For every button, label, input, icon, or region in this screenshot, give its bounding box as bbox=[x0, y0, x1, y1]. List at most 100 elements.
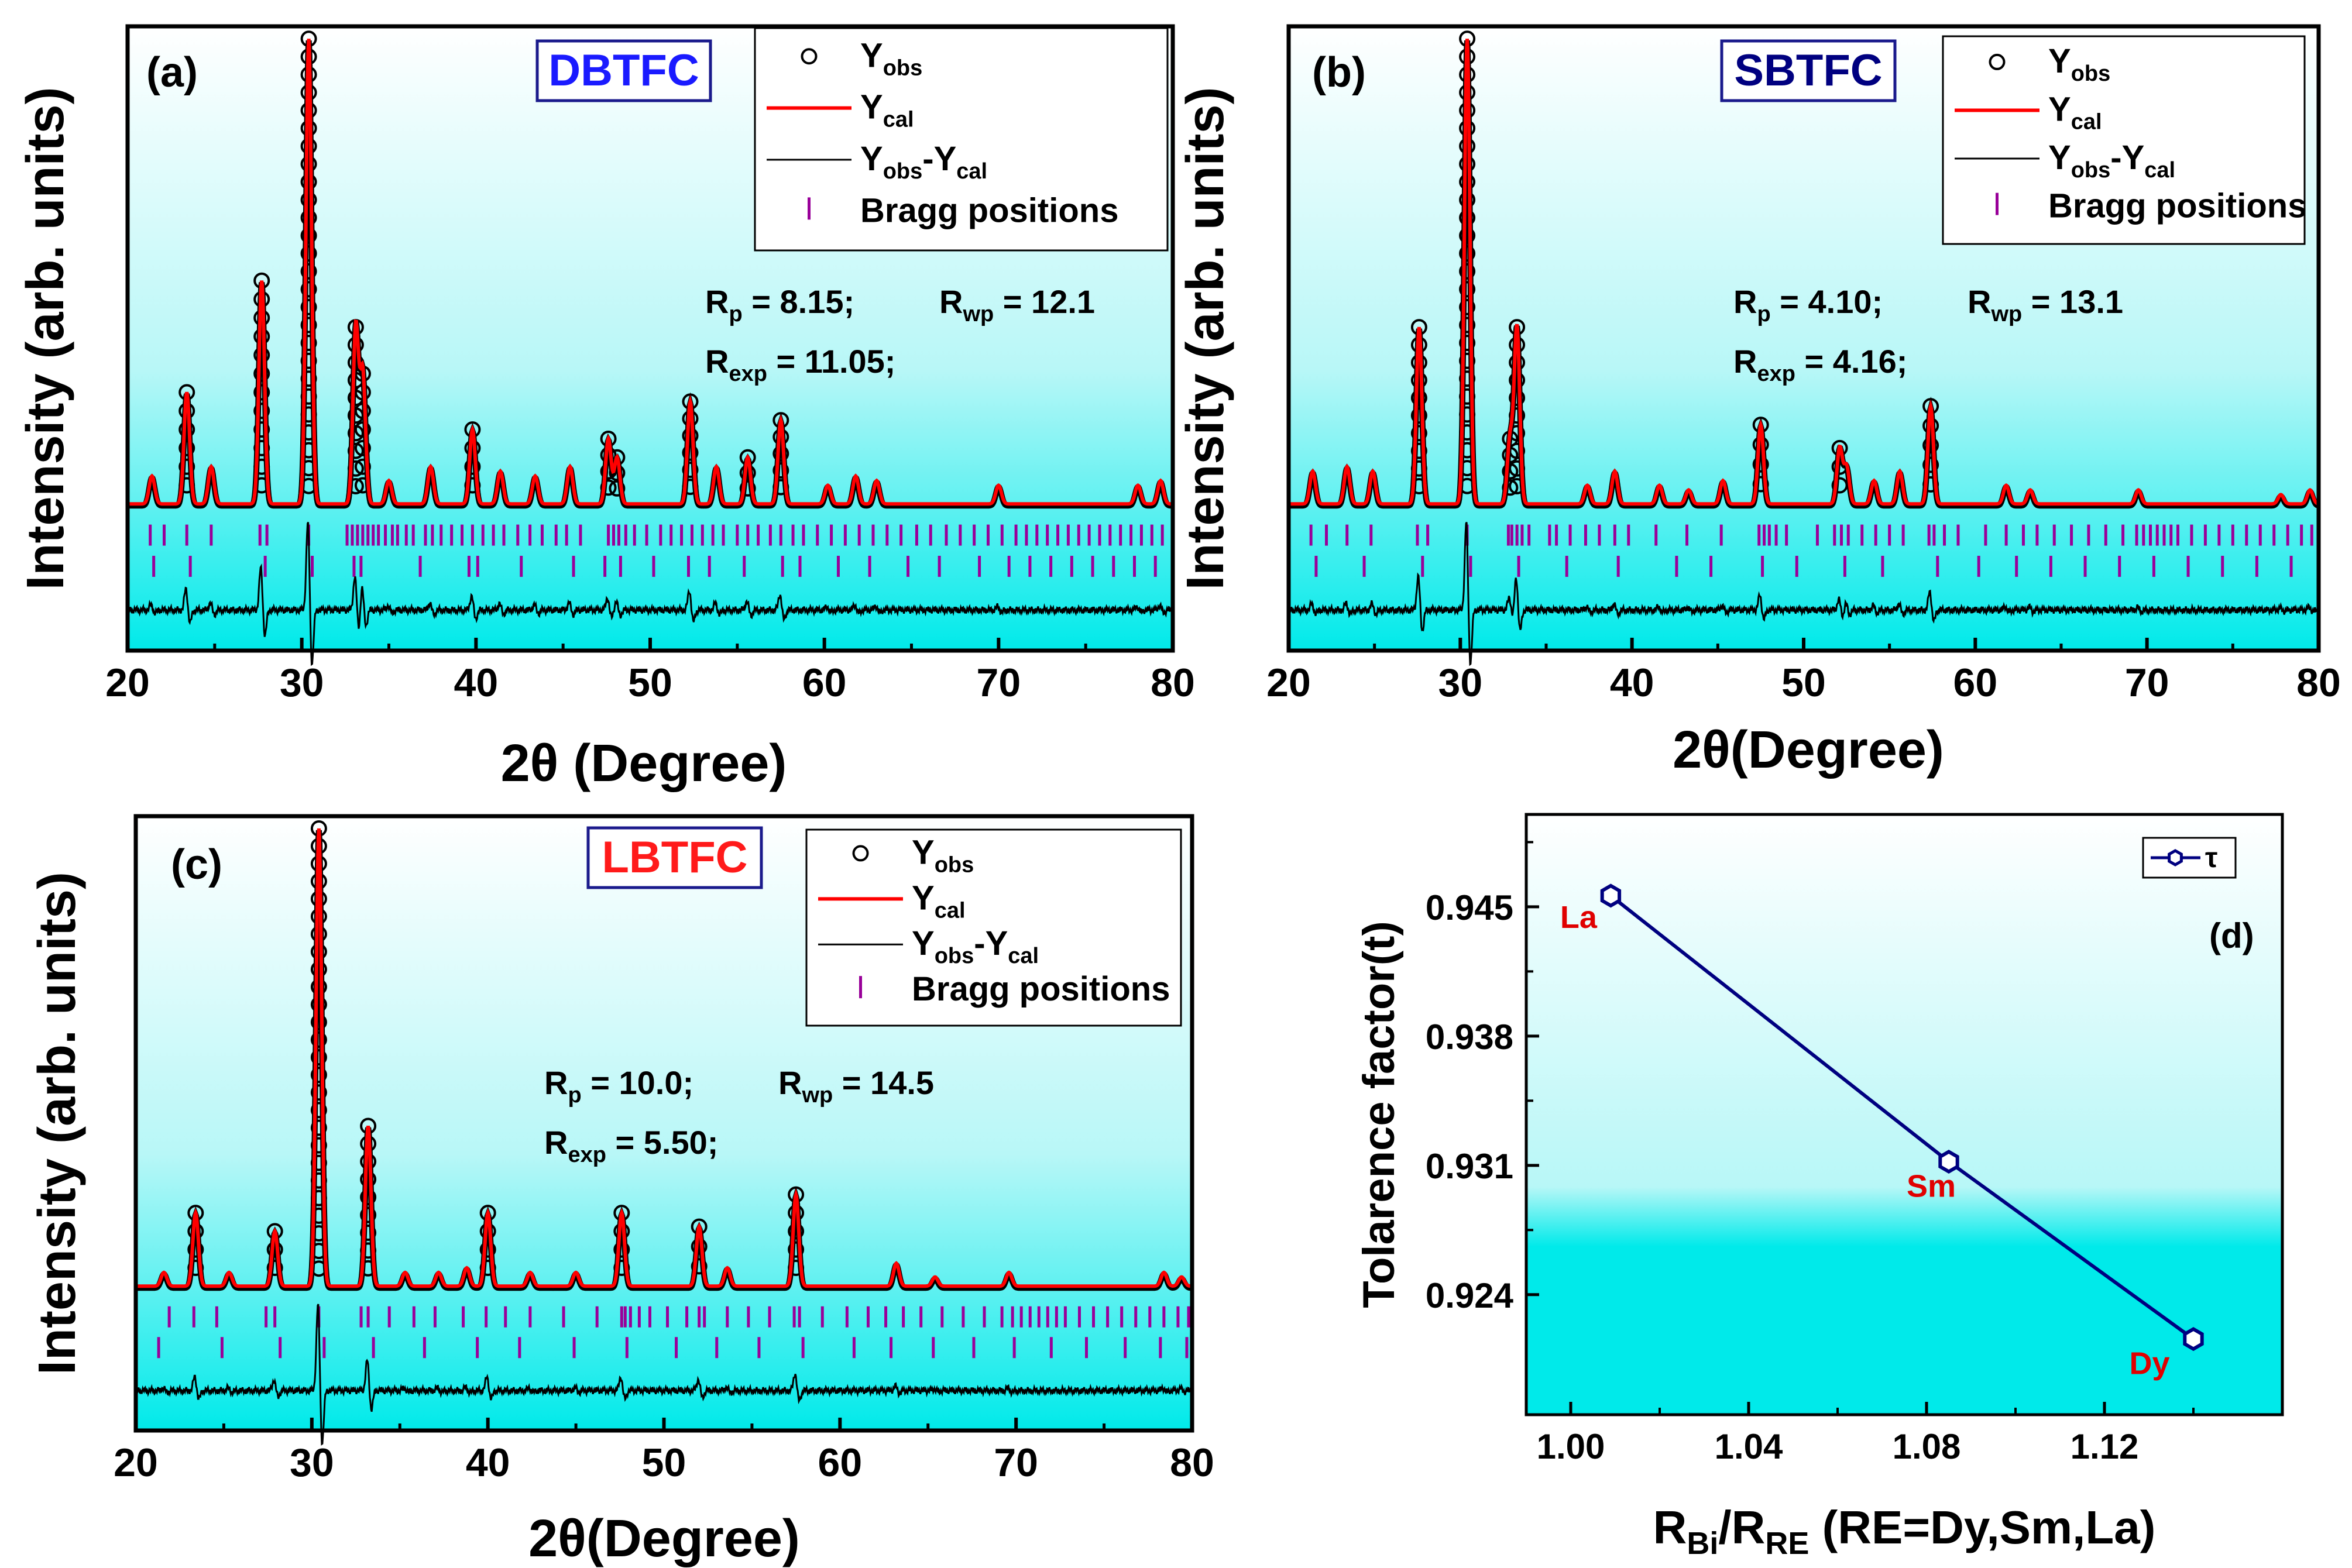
x-tick-label: 1.04 bbox=[1715, 1427, 1783, 1466]
legend-bragg-label: Bragg positions bbox=[860, 191, 1118, 229]
legend-cal-label: Ycal bbox=[2048, 90, 2102, 134]
legend-bragg-label: Bragg positions bbox=[2048, 187, 2306, 225]
x-axis: 20 30 40 50 60 70 80 bbox=[114, 1418, 1214, 1485]
panel-a-xrd: 20 30 40 50 60 70 80 2θ (Degree) Intensity (arb.… bbox=[16, 24, 1195, 793]
x-tick-label: 50 bbox=[1781, 661, 1826, 705]
legend-obs-label: Yobs bbox=[2048, 42, 2110, 86]
legend-diff-label: Yobs-Ycal bbox=[860, 140, 987, 184]
x-tick-label: 30 bbox=[280, 661, 324, 705]
tau-point bbox=[1938, 1150, 1959, 1174]
observed-point bbox=[691, 1258, 708, 1275]
x-tick-label: 60 bbox=[818, 1440, 863, 1485]
legend-cal-label: Ycal bbox=[860, 88, 914, 132]
observed-point bbox=[347, 442, 364, 459]
observed-point bbox=[682, 462, 699, 478]
observed-point bbox=[187, 1260, 204, 1276]
r-factors: Rp = 8.15; Rwp = 12.1 Rexp = 11.05; bbox=[705, 283, 1095, 386]
observed-point bbox=[1410, 425, 1427, 442]
observed-point bbox=[310, 926, 327, 943]
calculated-curve bbox=[136, 828, 1192, 1288]
x-tick-label: 30 bbox=[290, 1440, 334, 1485]
plot-area bbox=[1526, 814, 2282, 1415]
observed-point bbox=[354, 421, 371, 438]
observed-point bbox=[300, 388, 317, 405]
x-tick-label: 40 bbox=[454, 661, 499, 705]
r-p-value: Rp = 4.10; bbox=[1733, 283, 1883, 326]
observed-point bbox=[1459, 370, 1476, 387]
panel-label: (b) bbox=[1312, 49, 1366, 96]
observed-point bbox=[187, 1241, 204, 1258]
observed-point bbox=[1509, 407, 1526, 424]
observed-point bbox=[1509, 460, 1526, 477]
observed-point bbox=[310, 978, 327, 995]
observed-point bbox=[310, 1154, 327, 1171]
x-tick-label: 80 bbox=[1170, 1440, 1214, 1485]
observed-point bbox=[266, 1241, 283, 1258]
observed-point bbox=[1459, 245, 1476, 262]
observed-point bbox=[300, 406, 317, 423]
y-tick-label: 0.945 bbox=[1426, 888, 1513, 927]
r-wp-value: Rwp = 12.1 bbox=[939, 283, 1095, 326]
x-tick-label: 80 bbox=[1151, 661, 1195, 705]
observed-point bbox=[1459, 317, 1476, 333]
observed-point bbox=[178, 421, 195, 438]
x-tick-label: 70 bbox=[2125, 661, 2169, 705]
panel-label: (a) bbox=[146, 49, 198, 96]
x-tick-label: 20 bbox=[114, 1440, 158, 1485]
observed-point bbox=[609, 465, 626, 482]
panel-label: (c) bbox=[171, 841, 222, 888]
y-axis-label: Intensity (arb. units) bbox=[28, 872, 87, 1375]
sample-name: LBTFC bbox=[602, 833, 747, 882]
x-tick-label: 40 bbox=[1610, 661, 1654, 705]
observed-point bbox=[178, 458, 195, 475]
plot-frame bbox=[1524, 813, 2284, 1416]
calculated-curve bbox=[128, 39, 1173, 506]
point-label: La bbox=[1560, 900, 1598, 935]
observed-point bbox=[1410, 442, 1427, 459]
observed-point bbox=[1459, 352, 1476, 369]
difference-curve bbox=[126, 521, 1174, 666]
x-tick-label: 60 bbox=[1953, 661, 1998, 705]
r-wp-value: Rwp = 14.5 bbox=[778, 1064, 934, 1108]
x-axis-label: 2θ (Degree) bbox=[501, 734, 787, 793]
difference-curve bbox=[135, 1304, 1193, 1446]
observed-point bbox=[253, 328, 270, 345]
observed-point bbox=[310, 1119, 327, 1136]
observed-point bbox=[739, 480, 756, 497]
observed-point bbox=[1459, 209, 1476, 226]
observed-point bbox=[788, 1260, 805, 1276]
x-tick-label: 70 bbox=[977, 661, 1021, 705]
observed-point bbox=[682, 444, 699, 461]
sample-box bbox=[586, 826, 763, 889]
observed-point bbox=[772, 462, 789, 479]
x-tick-label: 1.08 bbox=[1893, 1427, 1961, 1466]
x-axis-label: 2θ(Degree) bbox=[528, 1509, 800, 1568]
observed-point bbox=[310, 1014, 327, 1030]
observed-points bbox=[187, 820, 805, 1277]
observed-point bbox=[600, 479, 617, 496]
observed-point bbox=[1459, 156, 1476, 173]
observed-point bbox=[310, 943, 327, 960]
observed-point bbox=[772, 479, 789, 496]
panel-b-xrd: 20 30 40 50 60 70 80 2θ(Degree) Intensity (arb. … bbox=[1176, 24, 2341, 779]
observed-point bbox=[1410, 372, 1427, 388]
legend-cal-label: Ycal bbox=[912, 879, 966, 923]
observed-point bbox=[178, 439, 195, 456]
legend-box bbox=[754, 27, 1169, 252]
observed-point bbox=[1459, 173, 1476, 190]
observed-point bbox=[300, 317, 317, 333]
sample-box bbox=[1720, 39, 1897, 102]
observed-point bbox=[1459, 227, 1476, 244]
observed-point bbox=[1410, 407, 1427, 424]
legend-obs-marker bbox=[1989, 53, 2006, 70]
observed-point bbox=[788, 1241, 805, 1258]
observed-point bbox=[310, 1067, 327, 1084]
r-wp-value: Rwp = 13.1 bbox=[1968, 283, 2123, 326]
observed-point bbox=[253, 346, 270, 363]
observed-point bbox=[360, 1206, 377, 1223]
observed-point bbox=[310, 1137, 327, 1154]
